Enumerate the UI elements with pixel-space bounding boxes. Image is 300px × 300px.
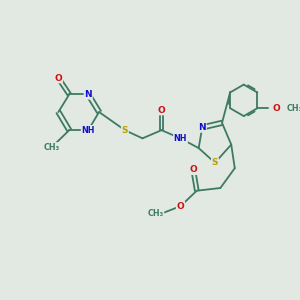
Text: O: O bbox=[158, 106, 165, 115]
Text: O: O bbox=[55, 74, 62, 82]
Text: S: S bbox=[212, 158, 218, 167]
Text: N: N bbox=[198, 123, 206, 132]
Text: N: N bbox=[84, 90, 92, 99]
Text: NH: NH bbox=[82, 126, 95, 135]
Text: CH₃: CH₃ bbox=[148, 209, 164, 218]
Text: O: O bbox=[189, 165, 197, 174]
Text: O: O bbox=[272, 104, 280, 113]
Text: NH: NH bbox=[174, 134, 187, 143]
Text: CH₃: CH₃ bbox=[44, 143, 60, 152]
Text: S: S bbox=[122, 126, 128, 135]
Text: CH₃: CH₃ bbox=[286, 104, 300, 113]
Text: O: O bbox=[177, 202, 184, 211]
